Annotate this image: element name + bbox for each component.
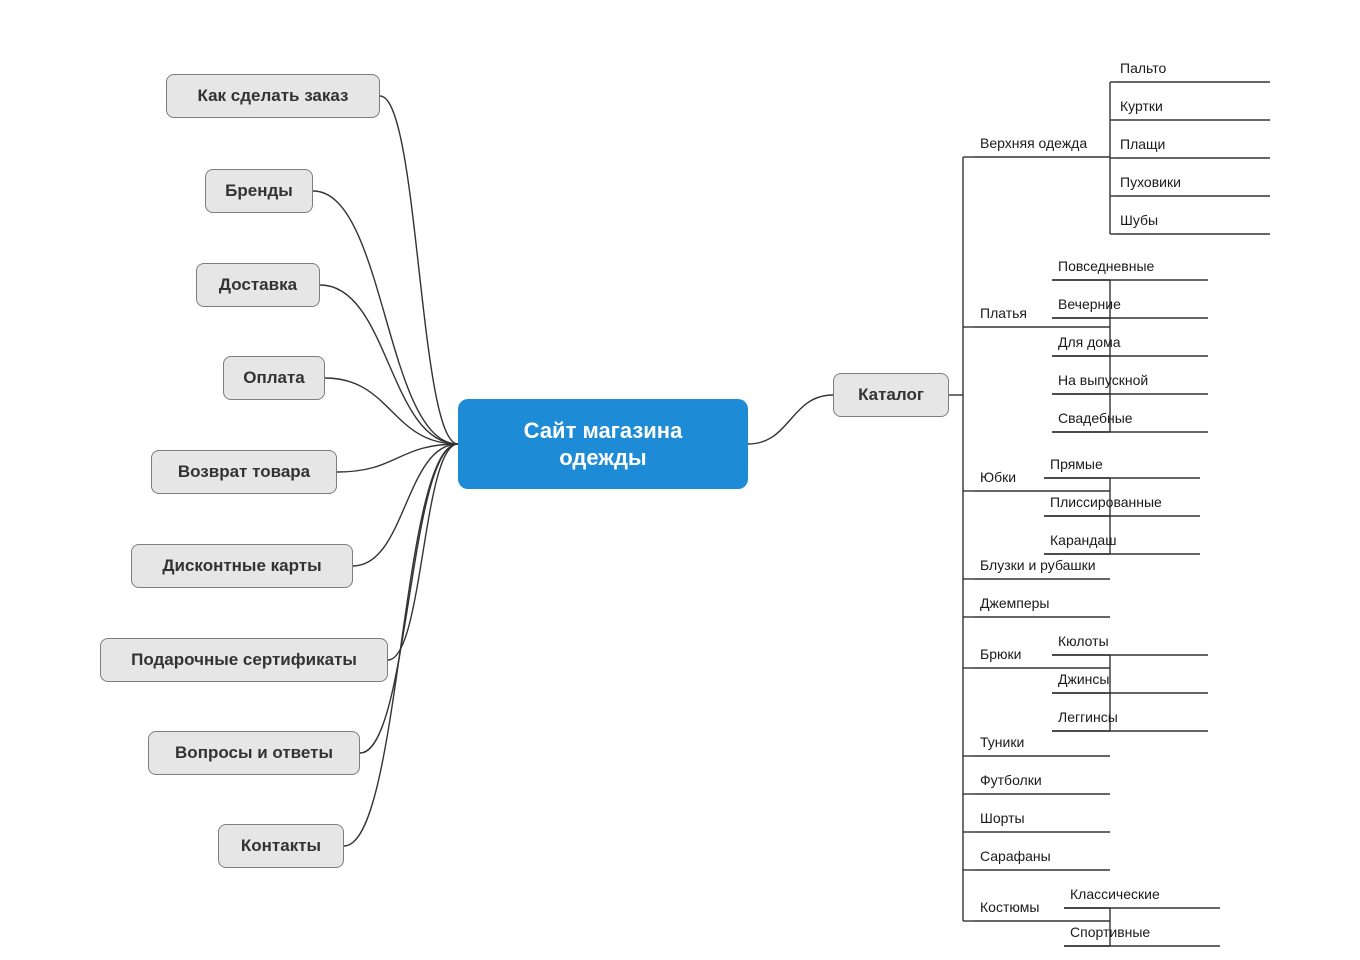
leaf-l1-3: Блузки и рубашки — [980, 557, 1096, 573]
catalog-node: Каталог — [833, 373, 949, 417]
leaf-l1-10: Костюмы — [980, 899, 1039, 915]
leaf-l1-2-l2-2: Карандаш — [1050, 532, 1116, 548]
mindmap-canvas: Сайт магазинаодежды Каталог Как сделать … — [0, 0, 1360, 960]
left-node-4: Возврат товара — [151, 450, 337, 494]
leaf-l1-0-l2-3: Пуховики — [1120, 174, 1181, 190]
leaf-l1-8: Шорты — [980, 810, 1025, 826]
left-node-3: Оплата — [223, 356, 325, 400]
left-node-6: Подарочные сертификаты — [100, 638, 388, 682]
leaf-l1-0-l2-4: Шубы — [1120, 212, 1158, 228]
leaf-l1-5-l2-0: Кюлоты — [1058, 633, 1109, 649]
leaf-l1-0-l2-0: Пальто — [1120, 60, 1166, 76]
left-node-7: Вопросы и ответы — [148, 731, 360, 775]
leaf-l1-1-l2-3: На выпускной — [1058, 372, 1148, 388]
root-node: Сайт магазинаодежды — [458, 399, 748, 489]
leaf-l1-9: Сарафаны — [980, 848, 1051, 864]
leaf-l1-10-l2-1: Спортивные — [1070, 924, 1150, 940]
leaf-l1-4: Джемперы — [980, 595, 1049, 611]
leaf-l1-10-l2-0: Классические — [1070, 886, 1160, 902]
left-node-5: Дисконтные карты — [131, 544, 353, 588]
left-node-0: Как сделать заказ — [166, 74, 380, 118]
leaf-l1-1-l2-1: Вечерние — [1058, 296, 1121, 312]
leaf-l1-5-l2-2: Леггинсы — [1058, 709, 1118, 725]
leaf-l1-1-l2-0: Повседневные — [1058, 258, 1154, 274]
leaf-l1-0-l2-1: Куртки — [1120, 98, 1163, 114]
leaf-l1-1-l2-2: Для дома — [1058, 334, 1121, 350]
left-node-2: Доставка — [196, 263, 320, 307]
leaf-l1-2-l2-0: Прямые — [1050, 456, 1103, 472]
leaf-l1-1-l2-4: Свадебные — [1058, 410, 1133, 426]
left-node-1: Бренды — [205, 169, 313, 213]
leaf-l1-5: Брюки — [980, 646, 1021, 662]
leaf-l1-7: Футболки — [980, 772, 1042, 788]
leaf-l1-2: Юбки — [980, 469, 1016, 485]
left-node-8: Контакты — [218, 824, 344, 868]
leaf-l1-1: Платья — [980, 305, 1027, 321]
leaf-l1-0: Верхняя одежда — [980, 135, 1087, 151]
leaf-l1-2-l2-1: Плиссированные — [1050, 494, 1162, 510]
leaf-l1-6: Туники — [980, 734, 1024, 750]
leaf-l1-5-l2-1: Джинсы — [1058, 671, 1109, 687]
leaf-l1-0-l2-2: Плащи — [1120, 136, 1165, 152]
